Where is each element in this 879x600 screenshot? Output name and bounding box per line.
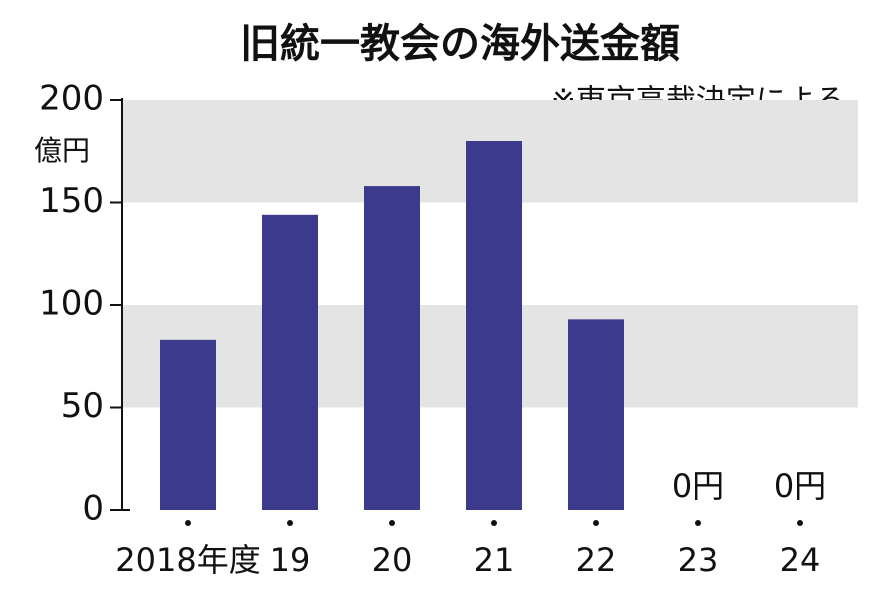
x-tick-label: 20 (372, 541, 413, 579)
category-dot (287, 520, 293, 526)
y-tick-label: 50 (61, 386, 104, 426)
y-tick-label: 0 (82, 489, 104, 529)
bar (568, 319, 624, 510)
chart-title: 旧統一教会の海外送金額 (240, 21, 680, 67)
category-dot (797, 520, 803, 526)
x-tick-label: 23 (678, 541, 719, 579)
bar (466, 141, 522, 510)
category-dot (695, 520, 701, 526)
x-tick-label: 24 (780, 541, 821, 579)
y-axis-label: 億円 (34, 134, 90, 167)
category-dot (389, 520, 395, 526)
category-dot (593, 520, 599, 526)
y-tick-label: 200 (39, 79, 104, 119)
bar (364, 186, 420, 510)
y-tick-label: 150 (39, 181, 104, 221)
x-tick-label: 19 (270, 541, 311, 579)
value-label: 0円 (672, 467, 724, 505)
x-tick-label: 2018年度 (115, 541, 260, 579)
category-dot (491, 520, 497, 526)
x-tick-label: 22 (576, 541, 617, 579)
category-dot (185, 520, 191, 526)
y-tick-label: 100 (39, 284, 104, 324)
x-tick-label: 21 (474, 541, 515, 579)
bar (160, 339, 216, 510)
bar (262, 214, 318, 511)
value-label: 0円 (774, 467, 826, 505)
